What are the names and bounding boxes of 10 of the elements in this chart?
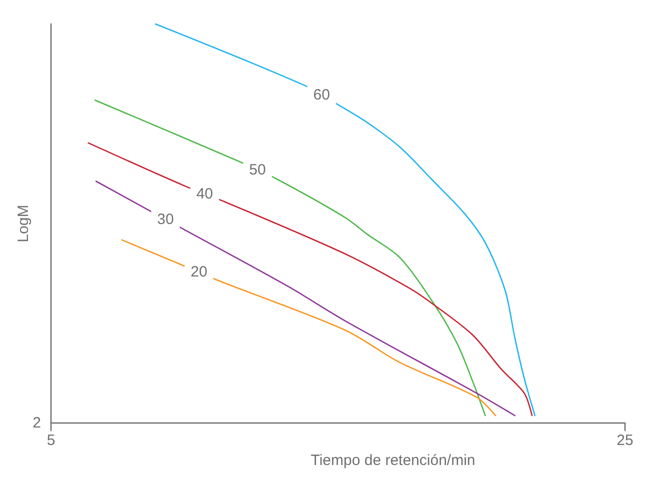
x-axis-title: Tiempo de retención/min <box>310 452 476 469</box>
text: 2 <box>32 414 41 432</box>
series-label: 30 <box>157 210 174 228</box>
series-label: 20 <box>190 264 208 281</box>
series-label: 40 <box>196 185 214 202</box>
series-label: 50 <box>249 162 266 179</box>
x-tick-label: 5 <box>46 432 56 450</box>
y-axis-title: LogM <box>15 204 32 242</box>
x-tick-label: 25 <box>616 432 634 450</box>
series-label: 60 <box>313 86 330 104</box>
